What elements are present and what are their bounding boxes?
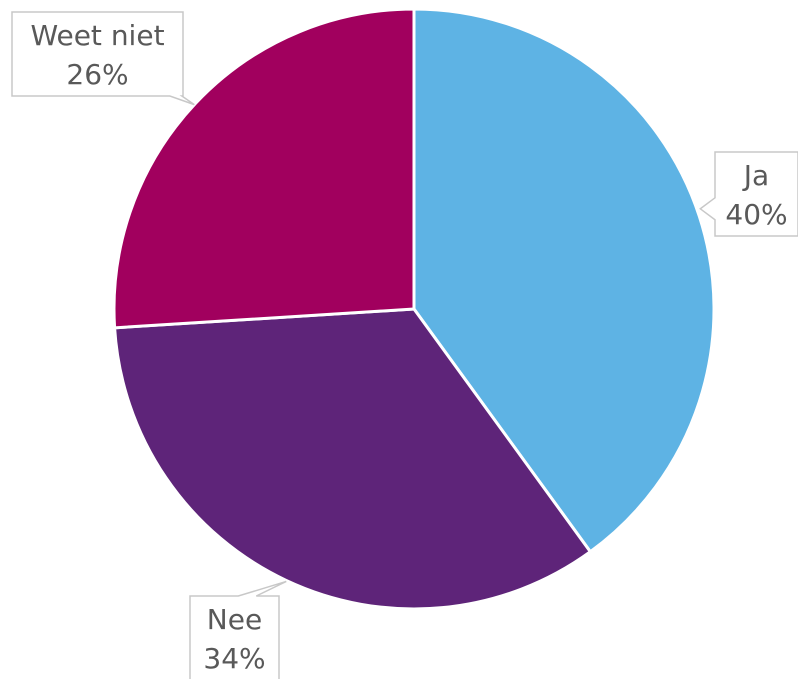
pie-slice-nee xyxy=(112,307,593,611)
callout-box-weet-niet xyxy=(11,11,195,106)
pie-slice-ja xyxy=(412,7,716,554)
pie-slices xyxy=(112,7,716,611)
slice-label-weet-niet: Weet niet xyxy=(30,19,164,52)
pie-slice-weet-niet xyxy=(112,7,416,330)
callout-box-nee xyxy=(189,580,287,679)
callout-box-ja xyxy=(699,151,798,237)
slice-value-nee: 34% xyxy=(203,642,265,675)
slice-label-nee: Nee xyxy=(207,603,262,636)
slice-value-weet-niet: 26% xyxy=(66,58,128,91)
slice-value-ja: 40% xyxy=(725,198,787,231)
data-labels: Ja 40% Nee 34% Weet niet 26% xyxy=(11,11,798,679)
slice-label-ja: Ja xyxy=(742,159,769,192)
